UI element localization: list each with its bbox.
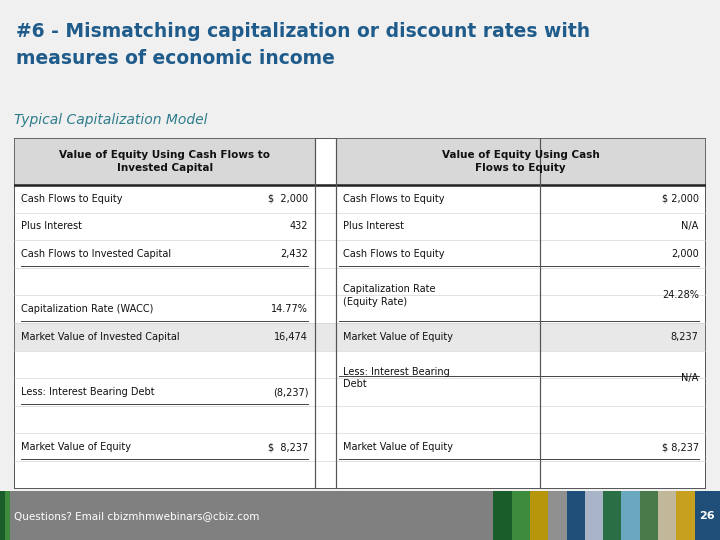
Text: Value of Equity Using Cash Flows to
Invested Capital: Value of Equity Using Cash Flows to Inve…	[59, 150, 270, 173]
Bar	[493, 491, 511, 540]
Bar	[567, 491, 585, 540]
Bar	[640, 491, 658, 540]
Text: Capitalization Rate (WACC): Capitalization Rate (WACC)	[22, 305, 153, 314]
Bar	[695, 491, 720, 540]
Text: 2,000: 2,000	[671, 249, 698, 259]
Text: Cash Flows to Equity: Cash Flows to Equity	[22, 194, 123, 204]
Bar	[585, 491, 603, 540]
Text: 8,237: 8,237	[671, 332, 698, 342]
Text: Market Value of Invested Capital: Market Value of Invested Capital	[22, 332, 180, 342]
Text: Market Value of Equity: Market Value of Equity	[22, 442, 131, 453]
Text: 24.28%: 24.28%	[662, 291, 698, 300]
Text: Less: Interest Bearing
Debt: Less: Interest Bearing Debt	[343, 367, 449, 389]
Text: N/A: N/A	[681, 221, 698, 232]
Bar	[548, 491, 567, 540]
Bar	[603, 491, 621, 540]
Text: 26: 26	[700, 511, 715, 521]
Text: $  8,237: $ 8,237	[268, 442, 308, 453]
Text: #6 - Mismatching capitalization or discount rates with
measures of economic inco: #6 - Mismatching capitalization or disco…	[16, 22, 590, 68]
Bar	[14, 138, 315, 185]
Text: N/A: N/A	[681, 373, 698, 383]
Text: Value of Equity Using Cash
Flows to Equity: Value of Equity Using Cash Flows to Equi…	[442, 150, 600, 173]
Bar	[530, 491, 548, 540]
Text: Capitalization Rate
(Equity Rate): Capitalization Rate (Equity Rate)	[343, 284, 435, 307]
Bar	[336, 138, 706, 185]
Text: Cash Flows to Equity: Cash Flows to Equity	[343, 249, 444, 259]
Text: 432: 432	[289, 221, 308, 232]
Bar	[0, 491, 5, 540]
Text: 16,474: 16,474	[274, 332, 308, 342]
Bar	[14, 323, 706, 350]
Text: Market Value of Equity: Market Value of Equity	[343, 332, 453, 342]
Text: Cash Flows to Invested Capital: Cash Flows to Invested Capital	[22, 249, 171, 259]
Bar	[5, 491, 10, 540]
Text: Plus Interest: Plus Interest	[22, 221, 82, 232]
Bar	[621, 491, 640, 540]
Text: 14.77%: 14.77%	[271, 305, 308, 314]
Text: Questions? Email cbizmhmwebinars@cbiz.com: Questions? Email cbizmhmwebinars@cbiz.co…	[14, 511, 260, 521]
Text: 2,432: 2,432	[280, 249, 308, 259]
Bar	[658, 491, 677, 540]
Text: Less: Interest Bearing Debt: Less: Interest Bearing Debt	[22, 387, 155, 397]
Bar	[677, 491, 695, 540]
Text: Cash Flows to Equity: Cash Flows to Equity	[343, 194, 444, 204]
Text: $ 2,000: $ 2,000	[662, 194, 698, 204]
Bar	[511, 491, 530, 540]
Text: $ 8,237: $ 8,237	[662, 442, 698, 453]
Text: Market Value of Equity: Market Value of Equity	[343, 442, 453, 453]
Text: Plus Interest: Plus Interest	[343, 221, 404, 232]
Bar	[10, 491, 493, 540]
Text: Typical Capitalization Model: Typical Capitalization Model	[14, 113, 208, 127]
Text: $  2,000: $ 2,000	[268, 194, 308, 204]
Text: (8,237): (8,237)	[273, 387, 308, 397]
